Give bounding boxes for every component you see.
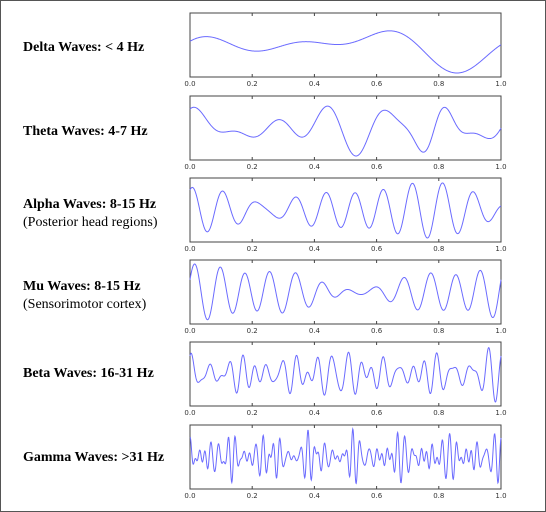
x-tick-label: 0.8 (433, 492, 444, 500)
x-tick-label: 0.6 (371, 492, 383, 500)
x-tick-label: 0.0 (184, 327, 195, 335)
wave-line-delta (189, 30, 502, 74)
x-tick-label: 0.8 (433, 245, 444, 253)
x-tick-label: 0.0 (184, 492, 195, 500)
x-tick-label: 0.8 (433, 163, 444, 171)
x-tick-label: 0.8 (433, 80, 444, 88)
x-tick-label: 0.8 (433, 327, 444, 335)
wave-line-theta (189, 105, 502, 157)
panel-gamma: 0.0 0.2 0.4 0.6 0.8 1.0 (184, 424, 507, 500)
x-tick-label: 0.4 (309, 409, 321, 417)
panel-title: Delta Waves: < 4 Hz (23, 40, 145, 55)
panel-subtitle: (Sensorimotor cortex) (23, 296, 147, 312)
panel-title: Mu Waves: 8-15 Hz (23, 279, 141, 294)
x-tick-label: 0.4 (309, 163, 321, 171)
panel-label-gamma: Gamma Waves: >31 Hz (23, 449, 189, 467)
panel-subtitle: (Posterior head regions) (23, 214, 158, 230)
x-tick-label: 0.2 (247, 163, 258, 171)
x-tick-label: 0.4 (309, 245, 321, 253)
x-tick-label: 0.2 (247, 409, 258, 417)
panel-label-beta: Beta Waves: 16-31 Hz (23, 365, 189, 383)
x-tick-label: 0.2 (247, 245, 258, 253)
panel-alpha: 0.0 0.2 0.4 0.6 0.8 1.0 (184, 177, 507, 253)
x-tick-label: 1.0 (495, 163, 506, 171)
x-tick-label: 0.6 (371, 245, 383, 253)
x-tick-label: 1.0 (495, 409, 506, 417)
panel-label-alpha: Alpha Waves: 8-15 Hz (Posterior head reg… (23, 196, 189, 231)
x-tick-label: 0.0 (184, 409, 195, 417)
x-tick-label: 0.2 (247, 327, 258, 335)
axes-frame (189, 259, 502, 325)
panel-title: Beta Waves: 16-31 Hz (23, 366, 154, 381)
x-tick-label: 1.0 (495, 492, 506, 500)
axes-frame (189, 341, 502, 407)
wave-line-beta (189, 347, 502, 403)
x-tick-label: 0.4 (309, 492, 321, 500)
x-tick-label: 0.6 (371, 163, 383, 171)
x-tick-label: 0.4 (309, 327, 321, 335)
panel-delta: 0.0 0.2 0.4 0.6 0.8 1.0 (184, 12, 507, 88)
axes-frame (189, 95, 502, 161)
wave-line-gamma (189, 427, 502, 485)
panel-title: Alpha Waves: 8-15 Hz (23, 197, 157, 212)
x-tick-label: 0.0 (184, 245, 195, 253)
x-tick-label: 0.6 (371, 80, 383, 88)
panel-mu: 0.0 0.2 0.4 0.6 0.8 1.0 (184, 259, 507, 335)
wave-line-alpha (189, 182, 502, 239)
panel-title: Gamma Waves: >31 Hz (23, 450, 165, 465)
x-tick-label: 0.2 (247, 80, 258, 88)
x-tick-label: 1.0 (495, 245, 506, 253)
panel-label-mu: Mu Waves: 8-15 Hz (Sensorimotor cortex) (23, 278, 189, 313)
x-tick-label: 0.0 (184, 163, 195, 171)
axes-frame (189, 12, 502, 78)
panel-title: Theta Waves: 4-7 Hz (23, 124, 148, 139)
x-tick-label: 1.0 (495, 327, 506, 335)
x-tick-label: 0.0 (184, 80, 195, 88)
x-tick-label: 0.6 (371, 409, 383, 417)
axes-frame (189, 177, 502, 243)
x-tick-label: 0.2 (247, 492, 258, 500)
panel-label-theta: Theta Waves: 4-7 Hz (23, 123, 189, 141)
panel-label-delta: Delta Waves: < 4 Hz (23, 39, 189, 57)
panel-beta: 0.0 0.2 0.4 0.6 0.8 1.0 (184, 341, 507, 417)
wave-line-mu (189, 263, 502, 321)
x-tick-label: 0.8 (433, 409, 444, 417)
x-tick-label: 1.0 (495, 80, 506, 88)
panel-theta: 0.0 0.2 0.4 0.6 0.8 1.0 (184, 95, 507, 171)
x-tick-label: 0.6 (371, 327, 383, 335)
x-tick-label: 0.4 (309, 80, 321, 88)
